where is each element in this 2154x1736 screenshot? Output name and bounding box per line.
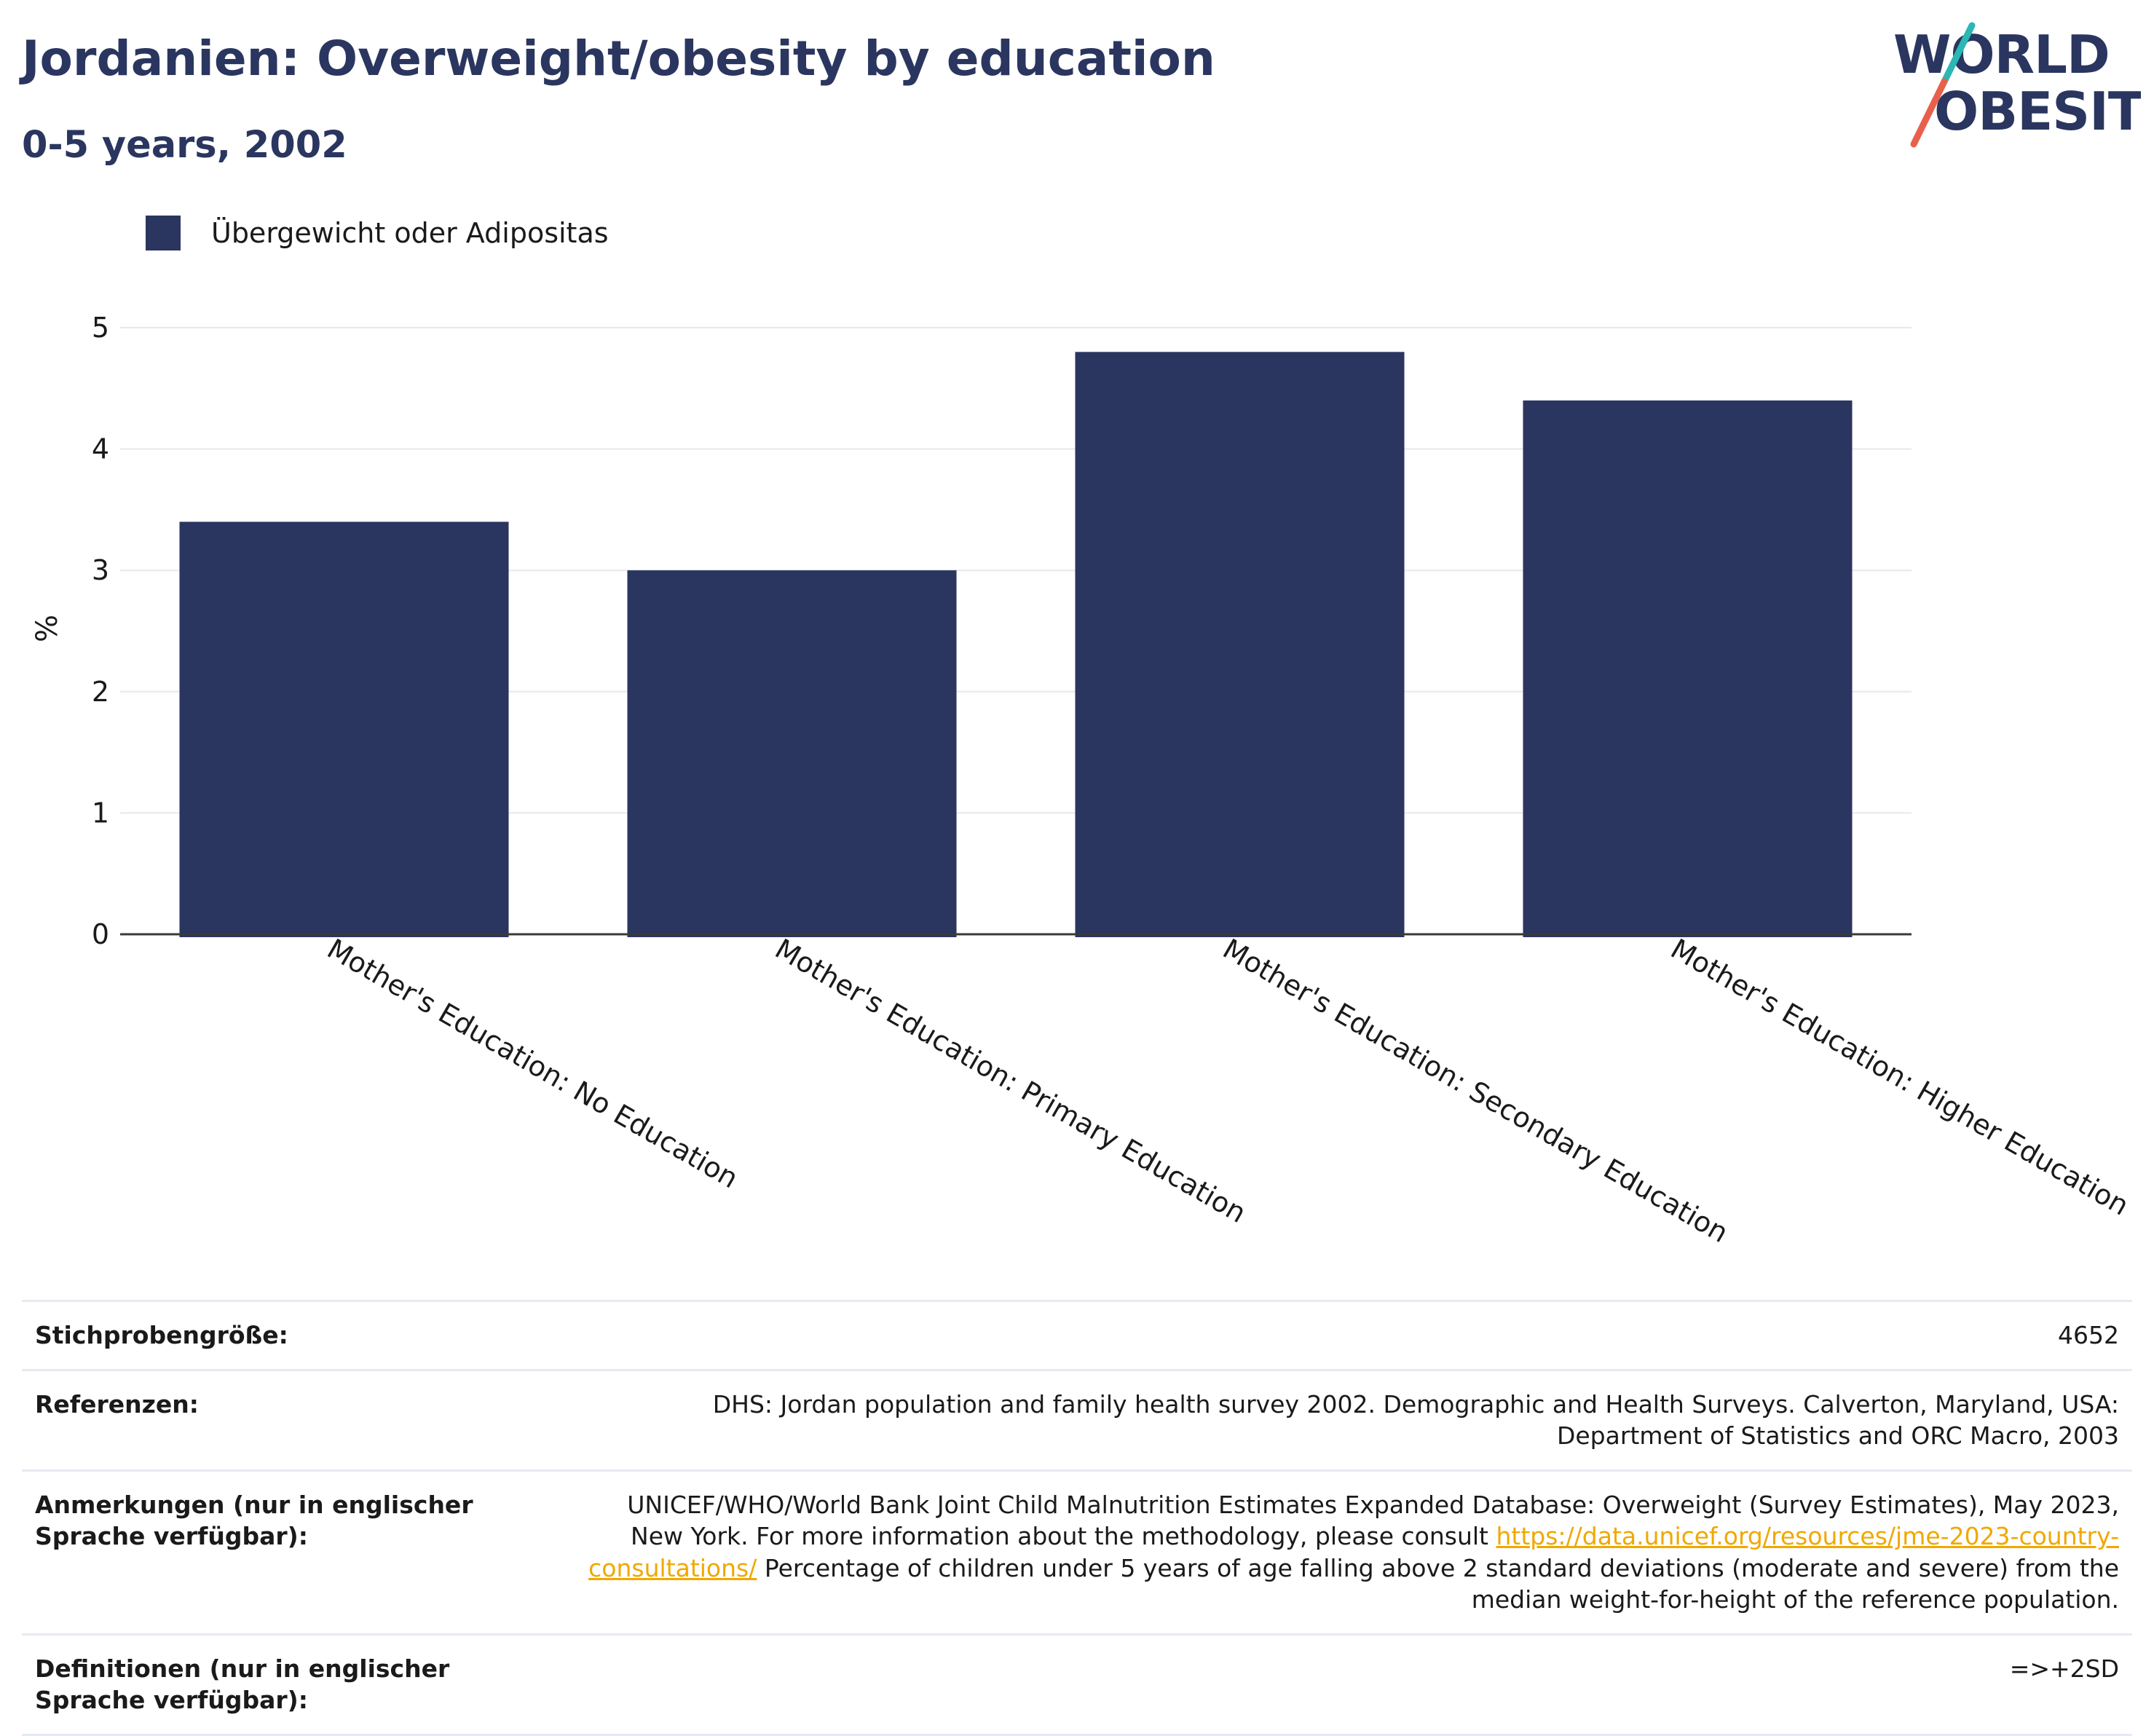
y-tick-label: 0 [92,918,109,950]
references-value: DHS: Jordan population and family health… [572,1368,2132,1471]
y-axis-label: % [31,615,64,642]
x-tick-label: Mother's Education: Primary Education [770,933,1252,1229]
x-tick-label: Mother's Education: Secondary Education [1218,933,1734,1250]
chart-title: Jordanien: Overweight/obesity by educati… [22,31,1215,87]
legend-swatch [146,216,181,250]
x-tick-label: Mother's Education: Higher Education [1665,933,2134,1222]
notes-text-2: Percentage of children under 5 years of … [764,1553,2119,1614]
world-obesity-logo: WORLD OBESITY [1893,22,2141,148]
info-row-references: Referenzen: DHS: Jordan population and f… [22,1368,2132,1471]
info-table: Stichprobengröße: 4652 Referenzen: DHS: … [22,1300,2132,1736]
bar [1075,352,1405,937]
svg-text:WORLD: WORLD [1893,24,2110,85]
definitions-value: =>+2SD [572,1633,2132,1736]
x-tick-label: Mother's Education: No Education [322,933,743,1195]
methodology-link[interactable]: https://data.unicef.org/resources/jme-20… [588,1522,2119,1582]
svg-text:OBESITY: OBESITY [1934,81,2141,142]
legend-label: Übergewicht oder Adipositas [211,217,609,249]
sample-size-label: Stichprobengröße: [22,1300,572,1370]
chart-legend: Übergewicht oder Adipositas [146,216,609,250]
notes-label: Anmerkungen (nur in englischer Sprache v… [22,1469,572,1635]
info-row-sample-size: Stichprobengröße: 4652 [22,1300,2132,1370]
bar [1523,400,1853,937]
y-tick-label: 2 [92,676,109,708]
sample-size-value: 4652 [572,1300,2132,1370]
chart-subtitle: 0-5 years, 2002 [22,124,347,167]
notes-text-1: UNICEF/WHO/World Bank Joint Child Malnut… [627,1490,2119,1551]
definitions-label: Definitionen (nur in englischer Sprache … [22,1633,572,1736]
y-tick-label: 1 [92,797,109,829]
references-label: Referenzen: [22,1368,572,1471]
info-row-notes: Anmerkungen (nur in englischer Sprache v… [22,1469,2132,1635]
y-tick-label: 3 [92,554,109,586]
bar [179,521,509,937]
y-tick-label: 4 [92,433,109,465]
info-row-definitions: Definitionen (nur in englischer Sprache … [22,1633,2132,1736]
bar [627,570,957,937]
notes-value: UNICEF/WHO/World Bank Joint Child Malnut… [572,1469,2132,1635]
y-tick-label: 5 [92,312,109,344]
